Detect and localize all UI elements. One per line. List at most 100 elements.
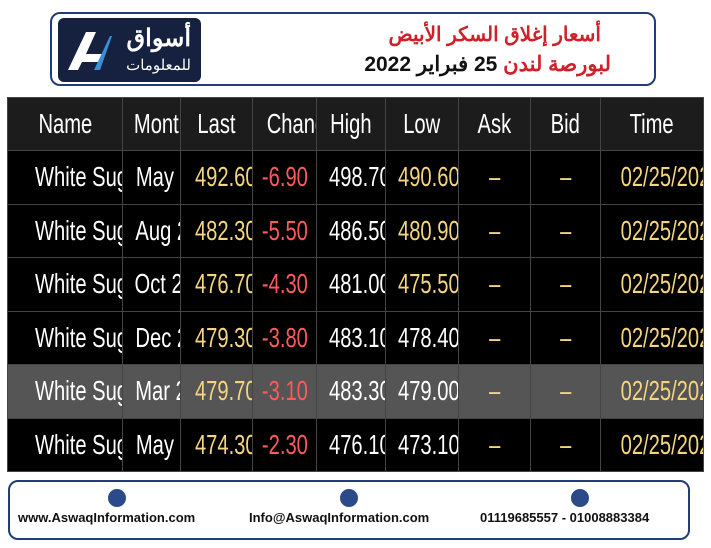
- column-header: Low: [385, 97, 459, 151]
- table-cell-text: –: [488, 428, 501, 460]
- table-cell-text: 486.50: [328, 214, 386, 246]
- table-cell: -3.10: [252, 364, 317, 419]
- footer-box: [8, 480, 690, 540]
- table-cell-text: -3.80: [261, 321, 308, 353]
- subtitle: لبورصة لندن 25 فبراير 2022: [364, 52, 611, 77]
- table-cell: 483.10: [316, 310, 386, 365]
- column-header-text: High: [330, 108, 372, 139]
- column-header: Last: [180, 97, 253, 151]
- table-cell: 476.10: [316, 417, 386, 472]
- table-cell: 02/25/2022: [600, 364, 704, 419]
- column-header-text: Month: [133, 108, 180, 139]
- table-cell-text: –: [488, 268, 501, 300]
- table-cell: –: [458, 257, 531, 312]
- column-header-text: Name: [38, 108, 92, 139]
- table-row: White Sugar #5 Aug 22 482.30s -5.50 486.50 48…: [7, 203, 704, 258]
- table-cell: 02/25/2022: [600, 257, 704, 312]
- table-row: White Sugar #5 Dec 22 479.30s -3.80 483.10 47…: [7, 310, 704, 365]
- email[interactable]: Info@AswaqInformation.com: [249, 510, 430, 525]
- table-cell-text: -5.50: [261, 214, 308, 246]
- table-cell: -4.30: [252, 257, 317, 312]
- column-header: High: [316, 97, 386, 151]
- table-cell: –: [458, 203, 531, 258]
- table-row: White Sugar #5 May 23 474.30s -2.30 476.10 47…: [7, 417, 704, 472]
- table-cell: -3.80: [252, 310, 317, 365]
- table-cell: 479.30s: [180, 310, 253, 365]
- table-cell: Oct 22: [122, 257, 181, 312]
- table-cell-text: 02/25/2022: [620, 214, 703, 246]
- logo-icon: [68, 32, 112, 70]
- table-cell: –: [458, 310, 531, 365]
- table-cell: 490.60: [385, 150, 459, 205]
- table-cell-text: 479.30s: [194, 321, 252, 353]
- table-cell-text: 02/25/2022: [620, 375, 703, 407]
- table-cell-text: Oct 22: [134, 268, 180, 300]
- table-cell: White Sugar #5: [7, 150, 123, 205]
- phones: 01119685557 - 01008883384: [480, 510, 650, 525]
- table-cell-text: –: [559, 214, 572, 246]
- table-cell: White Sugar #5: [7, 417, 123, 472]
- table-cell-text: May 22: [135, 161, 180, 193]
- table-cell: -6.90: [252, 150, 317, 205]
- table-cell-text: –: [559, 161, 572, 193]
- logo-brand: أسواق: [126, 25, 191, 52]
- table-cell-text: –: [559, 268, 572, 300]
- table-cell-text: –: [559, 321, 572, 353]
- table-cell-text: 479.70s: [194, 375, 252, 407]
- table-cell-text: 475.50: [397, 268, 459, 300]
- table-cell-text: –: [559, 375, 572, 407]
- table-cell-text: –: [488, 161, 501, 193]
- table-cell-text: White Sugar #5: [35, 321, 121, 353]
- price-table: Name Month Last Change High Low Ask Bid Time Whi…: [7, 97, 704, 472]
- table-cell-text: -2.30: [261, 428, 308, 460]
- table-cell: –: [530, 364, 601, 419]
- table-cell-text: 473.10: [397, 428, 459, 460]
- table-cell: 02/25/2022: [600, 417, 704, 472]
- table-cell-text: 474.30s: [194, 428, 252, 460]
- header-box: [50, 12, 656, 86]
- table-cell: –: [458, 364, 531, 419]
- table-cell-text: 479.00: [397, 375, 459, 407]
- column-header: Change: [252, 97, 317, 151]
- table-cell: 498.70: [316, 150, 386, 205]
- table-cell-text: Mar 23: [135, 375, 179, 407]
- table-cell-text: 480.90: [397, 214, 459, 246]
- table-cell-text: 481.00: [328, 268, 386, 300]
- table-cell: –: [530, 310, 601, 365]
- table-cell: 486.50: [316, 203, 386, 258]
- table-cell-text: 02/25/2022: [620, 321, 703, 353]
- column-header: Time: [600, 97, 704, 151]
- table-cell-text: 492.60s: [194, 161, 252, 193]
- table-row: White Sugar #5 May 22 492.60s -6.90 498.70 49…: [7, 150, 704, 205]
- column-header-text: Ask: [477, 108, 512, 139]
- table-row: White Sugar #5 Oct 22 476.70s -4.30 481.00 47…: [7, 257, 704, 312]
- column-header-text: Low: [403, 108, 441, 139]
- table-cell-text: White Sugar #5: [35, 428, 121, 460]
- table-body: White Sugar #5 May 22 492.60s -6.90 498.70 49…: [7, 150, 704, 472]
- website[interactable]: www.AswaqInformation.com: [18, 510, 196, 525]
- table-cell: 474.30s: [180, 417, 253, 472]
- column-header-text: Change: [266, 108, 316, 139]
- table-cell-text: -3.10: [261, 375, 308, 407]
- table-cell-text: Dec 22: [135, 321, 179, 353]
- table-cell: White Sugar #5: [7, 203, 123, 258]
- table-cell: –: [458, 417, 531, 472]
- table-cell: White Sugar #5: [7, 257, 123, 312]
- table-cell-text: White Sugar #5: [35, 214, 121, 246]
- table-cell-text: 483.30: [328, 375, 386, 407]
- table-cell: 479.00: [385, 364, 459, 419]
- table-cell: –: [530, 417, 601, 472]
- table-cell: Mar 23: [122, 364, 181, 419]
- phone-icon: [571, 489, 589, 507]
- table-cell-text: 490.60: [397, 161, 459, 193]
- table-cell: -2.30: [252, 417, 317, 472]
- table-cell-text: 476.70s: [194, 268, 252, 300]
- table-cell-text: 482.30s: [194, 214, 252, 246]
- column-header-text: Bid: [550, 108, 581, 139]
- table-cell: 482.30s: [180, 203, 253, 258]
- logo-sub: للمعلومات: [126, 57, 191, 74]
- web-icon: [108, 489, 126, 507]
- table-cell: Dec 22: [122, 310, 181, 365]
- table-cell: 473.10: [385, 417, 459, 472]
- table-cell: 02/25/2022: [600, 203, 704, 258]
